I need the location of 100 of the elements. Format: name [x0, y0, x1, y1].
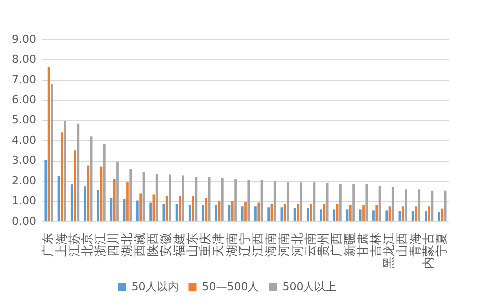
bar	[205, 198, 208, 222]
bar	[248, 180, 250, 222]
x-tick-label: 浙江	[94, 233, 108, 257]
x-tick-label: 青海	[408, 233, 422, 257]
bar	[297, 204, 300, 222]
x-tick-label: 北京	[80, 233, 95, 257]
x-tick-label: 江西	[250, 233, 265, 257]
x-tick-label: 甘肃	[356, 233, 370, 257]
bar	[366, 184, 368, 222]
y-tick-label: 4.00	[12, 134, 36, 147]
bar	[156, 174, 158, 222]
bar	[372, 210, 375, 222]
bar	[150, 202, 152, 222]
bar	[97, 190, 100, 222]
x-tick-label: 新疆	[342, 233, 357, 257]
bar	[182, 176, 185, 222]
x-tick-label: 内蒙古	[421, 233, 436, 269]
bar	[162, 204, 166, 222]
x-tick-label: 贵州	[316, 233, 331, 257]
x-tick-label: 天津	[212, 233, 226, 257]
bar	[60, 132, 64, 222]
bar	[349, 205, 352, 222]
x-tick-label: 重庆	[198, 233, 213, 257]
bar	[340, 184, 342, 222]
bar	[254, 206, 257, 222]
x-tick-label: 辽宁	[238, 233, 252, 257]
bar	[231, 200, 234, 222]
bar	[130, 169, 132, 222]
legend-label: 50—500人	[202, 280, 260, 294]
bar	[70, 184, 74, 222]
bar	[84, 186, 86, 222]
bar	[169, 174, 172, 222]
x-tick-label: 吉林	[369, 233, 384, 257]
y-tick-label: 8.00	[12, 53, 36, 66]
bar	[412, 211, 414, 222]
bar	[103, 144, 106, 222]
bar	[352, 184, 355, 222]
bar	[136, 200, 139, 222]
x-tick-label: 四川	[106, 233, 121, 257]
bar	[306, 208, 310, 222]
bar	[202, 205, 204, 222]
bar	[51, 84, 54, 222]
x-tick-label: 湖南	[224, 233, 239, 257]
bar	[320, 210, 322, 222]
bar	[323, 204, 326, 222]
bar	[44, 160, 48, 222]
bar	[234, 180, 237, 222]
x-tick-label: 黑龙江	[382, 233, 396, 269]
x-tick-label: 西藏	[132, 233, 147, 257]
bar	[428, 206, 431, 222]
bar	[402, 206, 404, 222]
bar	[326, 182, 329, 222]
bar	[241, 206, 244, 222]
bar	[287, 182, 290, 222]
bar	[386, 210, 388, 222]
bar	[87, 166, 90, 222]
y-tick-label: 6.00	[12, 94, 36, 107]
y-tick-label: 7.00	[12, 73, 36, 86]
bar	[333, 210, 336, 222]
x-tick-label: 安徽	[159, 233, 174, 257]
bar	[244, 202, 247, 222]
y-tick-label: 3.00	[12, 154, 36, 168]
y-tick-label: 9.00	[12, 32, 36, 46]
x-tick-label: 福建	[172, 233, 186, 257]
legend-label: 50人以内	[132, 280, 179, 294]
y-tick-label: 1.00	[12, 194, 36, 208]
bar	[188, 205, 192, 222]
y-tick-label: 5.00	[12, 114, 36, 127]
bar	[221, 178, 224, 222]
bar	[376, 205, 378, 222]
bar	[64, 121, 66, 222]
bar	[140, 194, 142, 222]
bar	[113, 179, 116, 222]
bar	[310, 204, 312, 222]
x-tick-label: 宁夏	[434, 233, 449, 257]
y-tick-label: 2.00	[12, 174, 36, 188]
x-tick-label: 江苏	[67, 233, 82, 257]
bar	[425, 211, 428, 222]
x-tick-label: 上海	[54, 233, 68, 257]
bar	[438, 212, 440, 222]
bar	[392, 187, 394, 222]
bar	[74, 150, 76, 222]
bar	[123, 199, 126, 222]
bar	[116, 162, 119, 222]
bar	[126, 182, 129, 222]
bar	[405, 190, 408, 222]
x-tick-label: 广西	[330, 233, 344, 257]
bar	[77, 124, 80, 222]
y-tick-label: 0.00	[12, 214, 36, 228]
bar	[179, 196, 182, 222]
bar	[415, 206, 418, 222]
bar	[444, 190, 447, 222]
x-tick-label: 海南	[264, 233, 278, 257]
x-tick-label: 河南	[277, 233, 292, 257]
x-tick-label: 广东	[41, 233, 56, 257]
x-tick-label: 云南	[303, 233, 318, 257]
bar	[284, 204, 286, 222]
x-tick-label: 陕西	[146, 233, 160, 257]
bar	[258, 202, 260, 222]
legend-label: 500人以上	[282, 280, 337, 294]
